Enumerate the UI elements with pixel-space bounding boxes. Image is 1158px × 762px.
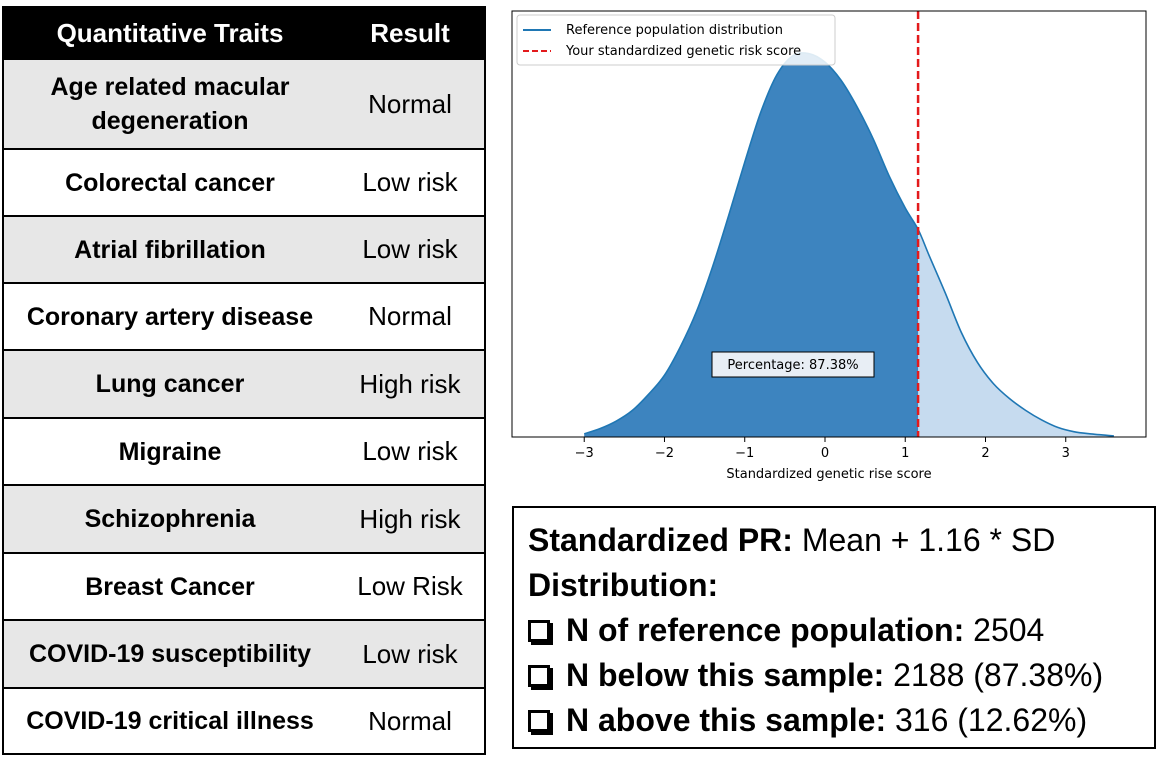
area-above-score bbox=[918, 229, 1114, 437]
table-row: Atrial fibrillation Low risk bbox=[4, 215, 484, 282]
percentage-annotation: Percentage: 87.38% bbox=[711, 351, 875, 378]
item-value: 2504 bbox=[973, 612, 1045, 648]
trait-name: Schizophrenia bbox=[84, 505, 256, 533]
header-trait: Quantitative Traits bbox=[56, 17, 284, 48]
item-value: 2188 (87.38%) bbox=[893, 657, 1104, 693]
trait-result: High risk bbox=[359, 368, 461, 399]
x-axis-label: Standardized genetic rise score bbox=[726, 467, 931, 482]
trait-name: Breast Cancer bbox=[85, 572, 255, 601]
annotation-box bbox=[711, 351, 875, 378]
x-tick-label: 2 bbox=[981, 446, 989, 461]
pr-value: Mean + 1.16 * SD bbox=[801, 522, 1056, 558]
trait-name: COVID-19 critical illness bbox=[26, 707, 314, 735]
trait-name: Coronary artery disease bbox=[26, 302, 314, 331]
trait-name: Colorectal cancer bbox=[65, 168, 275, 197]
x-tick-label: −1 bbox=[735, 446, 754, 461]
info-box: Standardized PR: Mean + 1.16 * SD Distri… bbox=[512, 506, 1156, 749]
traits-table: Quantitative Traits Result Age related m… bbox=[2, 6, 486, 755]
plot-frame bbox=[511, 10, 1147, 438]
info-item: N of reference population: 2504 bbox=[528, 608, 1140, 653]
pr-line: Standardized PR: Mean + 1.16 * SD bbox=[528, 518, 1140, 563]
x-tick-label: −2 bbox=[655, 446, 674, 461]
trait-result: Low risk bbox=[362, 234, 458, 264]
info-item: N below this sample: 2188 (87.38%) bbox=[528, 653, 1140, 698]
trait-name: COVID-19 susceptibility bbox=[28, 640, 312, 668]
item-label: N below this sample: bbox=[566, 657, 885, 693]
table-row: Coronary artery disease Normal bbox=[4, 282, 484, 349]
distribution-line bbox=[583, 52, 1114, 437]
trait-result: Low risk bbox=[362, 638, 458, 669]
trait-name: Lung cancer bbox=[95, 370, 245, 398]
trait-result: Low risk bbox=[362, 436, 458, 466]
table-row: Colorectal cancer Low risk bbox=[4, 148, 484, 215]
x-tick-label: 1 bbox=[901, 446, 909, 461]
distribution-line: Distribution: bbox=[528, 563, 1140, 608]
trait-result: Low Risk bbox=[357, 571, 463, 601]
table-row: Lung cancer High risk bbox=[4, 349, 484, 417]
table-row: Age related macular degeneration Normal bbox=[4, 58, 484, 148]
checkbox-icon bbox=[528, 665, 550, 687]
chart-svg: −3 −2 −1 0 1 2 3 Standardized genetic rise sco… bbox=[511, 10, 1147, 482]
table-row: Breast Cancer Low Risk bbox=[4, 552, 484, 619]
info-item: N above this sample: 316 (12.62%) bbox=[528, 698, 1140, 743]
table-header: Quantitative Traits Result bbox=[4, 8, 484, 58]
item-label: N above this sample: bbox=[566, 702, 887, 738]
table-row: Schizophrenia High risk bbox=[4, 484, 484, 552]
pr-label: Standardized PR: bbox=[528, 522, 793, 558]
trait-result: Normal bbox=[368, 705, 452, 736]
trait-result: Normal bbox=[368, 88, 452, 119]
checkbox-icon bbox=[528, 620, 550, 642]
x-tick-label: −3 bbox=[575, 446, 594, 461]
annotation-text: Percentage: 87.38% bbox=[727, 358, 858, 373]
trait-result: Low risk bbox=[362, 167, 458, 197]
trait-result: Normal bbox=[368, 301, 452, 331]
checkbox-icon bbox=[528, 710, 550, 732]
legend-label-reference: Reference population distribution bbox=[566, 23, 783, 38]
table-row: COVID-19 susceptibility Low risk bbox=[4, 619, 484, 687]
x-tick-label: 0 bbox=[821, 446, 829, 461]
legend-label-score: Your standardized genetic risk score bbox=[565, 44, 801, 59]
trait-name: Atrial fibrillation bbox=[74, 235, 266, 264]
distribution-chart: −3 −2 −1 0 1 2 3 Standardized genetic rise sco… bbox=[490, 0, 1158, 490]
legend: Reference population distribution Your s… bbox=[516, 14, 836, 66]
item-value: 316 (12.62%) bbox=[894, 702, 1088, 738]
table-row: Migraine Low risk bbox=[4, 417, 484, 484]
table-row: COVID-19 critical illness Normal bbox=[4, 687, 484, 753]
trait-name: Migraine bbox=[118, 437, 222, 466]
x-tick-label: 3 bbox=[1062, 446, 1070, 461]
item-label: N of reference population: bbox=[566, 612, 965, 648]
area-below-score bbox=[584, 52, 919, 438]
legend-box bbox=[516, 14, 836, 66]
distribution-label: Distribution: bbox=[528, 567, 719, 603]
trait-name: Age related macular degeneration bbox=[50, 73, 290, 135]
header-result: Result bbox=[370, 17, 450, 48]
trait-result: High risk bbox=[359, 503, 461, 534]
